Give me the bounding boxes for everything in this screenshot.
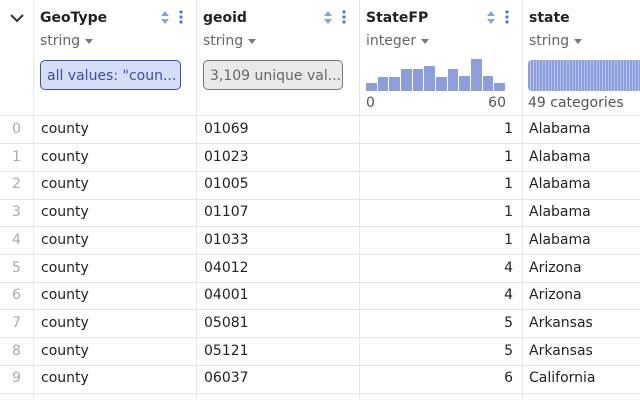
cell-geotype: county	[41, 204, 89, 221]
cell-statefp: 4	[504, 259, 513, 276]
histogram-bar	[377, 77, 389, 91]
cell-geotype: county	[41, 342, 89, 359]
cell-geotype: county	[41, 148, 89, 165]
cell-state: Alabama	[529, 231, 591, 248]
row-divider	[0, 198, 640, 200]
row-index: 9	[12, 370, 21, 387]
row-index: 8	[12, 342, 21, 359]
cell-state: Arizona	[529, 287, 582, 304]
histogram-bar	[424, 66, 435, 91]
cell-geoid: 01033	[204, 231, 249, 248]
cell-state: Alabama	[529, 121, 591, 137]
row-index: 0	[12, 121, 21, 137]
cell-geotype: county	[41, 121, 89, 137]
row-index: 3	[12, 204, 21, 221]
cell-statefp: 1	[504, 148, 513, 165]
row-divider	[0, 337, 640, 339]
row-index: 6	[12, 287, 21, 304]
histogram-min: 0	[366, 95, 375, 111]
column-name[interactable]: GeoType	[40, 10, 108, 26]
cell-state: Arizona	[529, 259, 582, 276]
column-name[interactable]: state	[529, 10, 570, 26]
category-count: 49 categories	[528, 95, 624, 111]
cell-geotype: county	[41, 287, 89, 304]
cell-state: Alabama	[529, 204, 591, 221]
column-dtype[interactable]: string	[203, 33, 256, 49]
column-dtype[interactable]: string	[40, 33, 93, 49]
cell-statefp: 5	[504, 342, 513, 359]
collapse-toggle[interactable]	[9, 12, 25, 24]
histogram-bar	[494, 83, 505, 91]
column-name[interactable]: geoid	[203, 10, 247, 26]
cell-geoid: 01069	[204, 121, 249, 137]
cell-state: Arkansas	[529, 342, 593, 359]
histogram-bar	[459, 76, 470, 91]
histogram-bar	[447, 69, 459, 91]
cell-geoid: 04001	[204, 287, 249, 304]
column-dtype[interactable]: string	[529, 33, 582, 49]
column-divider	[196, 0, 197, 400]
cell-geoid: 06037	[204, 370, 249, 387]
row-divider	[0, 254, 640, 255]
histogram-bar	[436, 77, 447, 91]
cell-geotype: county	[41, 314, 89, 331]
row-index: 4	[12, 231, 21, 248]
category-bar	[528, 60, 640, 91]
cell-statefp: 1	[504, 176, 513, 193]
cell-geoid: 01107	[204, 204, 249, 221]
cell-geotype: county	[41, 370, 89, 387]
row-divider	[0, 143, 640, 145]
cell-state: Alabama	[529, 176, 591, 193]
cell-geoid: 05121	[204, 342, 249, 359]
cell-geoid: 05081	[204, 314, 249, 331]
row-divider	[0, 309, 640, 311]
column-menu-icons[interactable]	[324, 10, 348, 26]
header-divider	[0, 115, 640, 116]
row-divider	[0, 226, 640, 228]
row-divider	[0, 170, 640, 172]
column-menu-icons[interactable]	[487, 10, 511, 26]
column-divider	[522, 0, 523, 400]
histogram-bar	[366, 83, 377, 91]
cell-geoid: 04012	[204, 259, 249, 276]
cell-state: California	[529, 370, 596, 387]
histogram-bar	[471, 59, 482, 91]
cell-state: Alabama	[529, 148, 591, 165]
cell-geoid: 01005	[204, 176, 249, 193]
cell-geotype: county	[41, 231, 89, 248]
column-name[interactable]: StateFP	[366, 10, 429, 26]
cell-statefp: 5	[504, 314, 513, 331]
histogram-bar	[482, 76, 494, 91]
filter-box[interactable]: 3,109 unique val...	[203, 60, 343, 90]
cell-statefp: 6	[504, 370, 513, 387]
histogram-max: 60	[488, 95, 506, 111]
column-divider	[33, 0, 34, 400]
row-index: 2	[12, 176, 21, 193]
column-divider	[359, 0, 360, 400]
histogram-bar	[389, 77, 400, 91]
cell-statefp: 1	[504, 204, 513, 221]
column-menu-icons[interactable]	[161, 10, 185, 26]
row-index: 5	[12, 259, 21, 276]
cell-statefp: 4	[504, 287, 513, 304]
row-divider	[0, 392, 640, 394]
cell-statefp: 1	[504, 121, 513, 137]
row-index: 1	[12, 148, 21, 165]
cell-statefp: 1	[504, 231, 513, 248]
cell-geoid: 01023	[204, 148, 249, 165]
cell-geotype: county	[41, 176, 89, 193]
cell-geotype: county	[41, 259, 89, 276]
histogram-bar	[412, 69, 424, 91]
column-dtype[interactable]: integer	[366, 33, 429, 49]
cell-state: Arkansas	[529, 314, 593, 331]
row-index: 7	[12, 314, 21, 331]
row-divider	[0, 364, 640, 366]
filter-box[interactable]: all values: "coun...	[40, 60, 181, 90]
row-divider	[0, 281, 640, 283]
histogram-bar	[401, 69, 412, 91]
